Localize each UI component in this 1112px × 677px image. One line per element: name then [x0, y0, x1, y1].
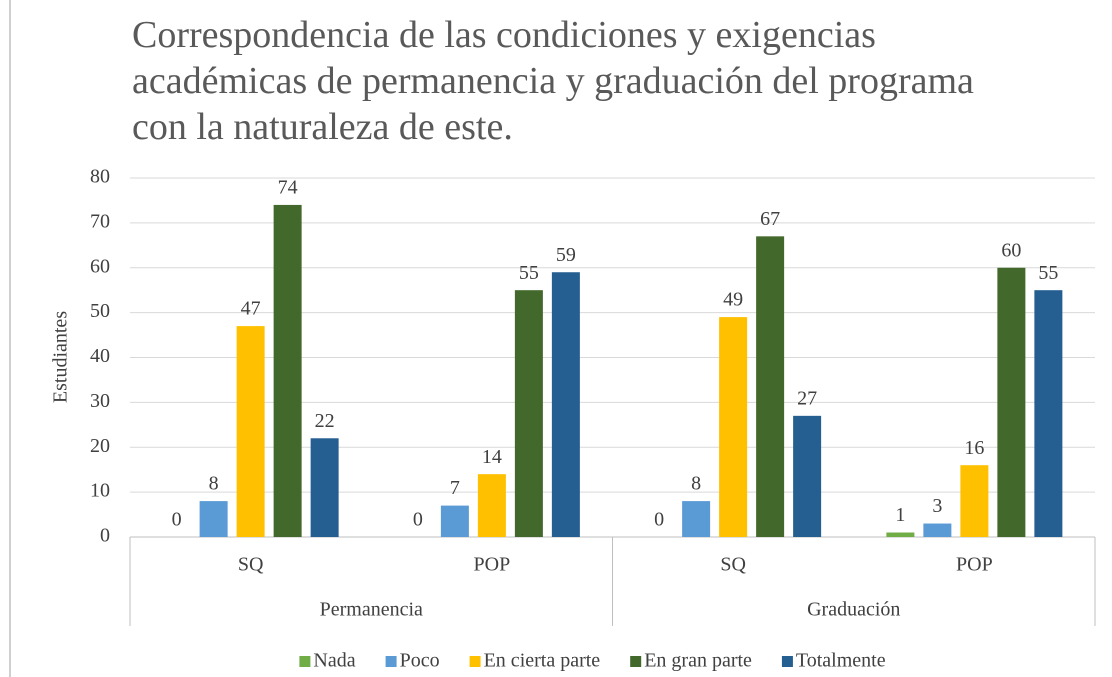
data-label: 7	[450, 477, 460, 499]
data-label: 1	[895, 504, 905, 526]
bar	[551, 272, 580, 537]
data-label: 60	[1001, 239, 1021, 261]
bar	[793, 415, 822, 537]
data-label: 0	[413, 509, 423, 531]
y-tick-label: 0	[100, 525, 110, 547]
data-label: 67	[760, 208, 780, 230]
data-label: 49	[723, 289, 743, 311]
y-axis-label: Estudiantes	[50, 311, 72, 403]
data-label: 14	[482, 446, 502, 468]
data-label: 74	[278, 177, 298, 199]
bar	[273, 204, 302, 538]
x-tick-label: POP	[474, 554, 511, 576]
data-label: 55	[1038, 262, 1058, 284]
data-label: 47	[241, 298, 261, 320]
group-label: Graduación	[807, 599, 900, 621]
legend-label: Nada	[313, 650, 355, 672]
y-tick-label: 70	[90, 210, 110, 232]
data-label: 16	[964, 437, 984, 459]
legend-swatch	[469, 656, 481, 667]
data-label: 59	[556, 244, 576, 266]
data-label: 55	[519, 262, 539, 284]
bar	[199, 501, 228, 537]
data-label: 22	[315, 410, 335, 432]
legend-label: Poco	[400, 650, 440, 672]
bar	[886, 532, 915, 537]
data-label: 8	[691, 473, 701, 495]
y-tick-label: 40	[90, 345, 110, 367]
bar	[682, 501, 711, 537]
bar	[514, 290, 543, 537]
legend-label: En gran parte	[644, 650, 752, 672]
y-tick-label: 80	[90, 166, 110, 188]
x-tick-label: SQ	[720, 554, 746, 576]
data-label: 0	[172, 509, 182, 531]
bar	[1034, 290, 1063, 537]
bar	[960, 465, 989, 537]
legend-swatch	[630, 656, 642, 667]
y-tick-label: 50	[90, 300, 110, 322]
bar	[997, 267, 1026, 537]
chart-title: Correspondencia de las condiciones y exi…	[132, 14, 974, 148]
group-label: Permanencia	[320, 599, 423, 621]
legend-label: En cierta parte	[484, 650, 601, 672]
legend-swatch	[299, 656, 311, 667]
legend-swatch	[385, 656, 397, 667]
bar	[440, 505, 469, 537]
bar	[719, 317, 748, 537]
data-label: 0	[654, 509, 664, 531]
legend-swatch	[781, 656, 793, 667]
bar	[756, 236, 785, 537]
bar	[477, 474, 506, 537]
y-tick-label: 10	[90, 480, 110, 502]
y-tick-label: 20	[90, 435, 110, 457]
x-tick-label: POP	[956, 554, 993, 576]
bar	[236, 326, 265, 537]
data-label: 3	[932, 495, 942, 517]
bar	[310, 438, 339, 537]
y-tick-label: 60	[90, 255, 110, 277]
data-label: 27	[797, 387, 817, 409]
x-tick-label: SQ	[238, 554, 264, 576]
y-tick-label: 30	[90, 390, 110, 412]
legend-label: Totalmente	[796, 650, 886, 672]
bar	[923, 523, 952, 537]
data-label: 8	[209, 473, 219, 495]
